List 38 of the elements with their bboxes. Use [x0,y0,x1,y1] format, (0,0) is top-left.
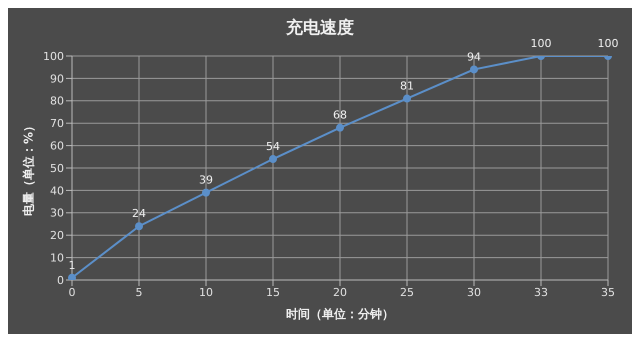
data-label: 54 [266,140,280,154]
y-tick-label: 40 [50,184,64,198]
x-tick-label: 5 [136,286,142,299]
y-tick-label: 70 [50,117,64,130]
data-label: 68 [333,108,347,122]
y-axis-title: 电量（单位：%） [21,120,36,216]
data-label: 100 [530,37,552,50]
y-tick-label: 0 [57,274,64,287]
y-tick-label: 20 [50,229,64,242]
y-tick-label: 50 [50,162,64,175]
point [68,274,76,280]
point [470,65,478,74]
x-tick-label: 20 [333,286,347,299]
point [403,94,411,103]
x-tick-label: 15 [266,286,280,299]
y-tick-label: 80 [50,94,64,108]
y-tick-label: 30 [50,206,64,220]
x-axis-title: 时间（单位：分钟） [286,307,394,321]
data-label: 39 [199,174,213,187]
data-label: 24 [132,207,146,220]
point [135,222,143,230]
x-tick-label: 33 [534,286,548,299]
point [269,155,277,164]
x-tick-label: 25 [400,286,414,299]
y-tick-label: 100 [43,50,64,63]
y-tick-label: 10 [50,252,64,265]
data-label: 100 [598,37,618,50]
x-tick-label: 35 [601,286,615,299]
y-tick-label: 90 [50,72,64,86]
data-label: 81 [400,80,414,93]
y-tick-label: 60 [50,140,64,153]
x-tick-label: 30 [467,286,481,299]
chart-title: 充电速度 [286,18,354,38]
point [202,188,210,197]
x-tick-label: 10 [199,286,213,299]
x-tick-label: 0 [68,286,76,299]
point [336,124,344,132]
data-label: 94 [467,50,481,64]
